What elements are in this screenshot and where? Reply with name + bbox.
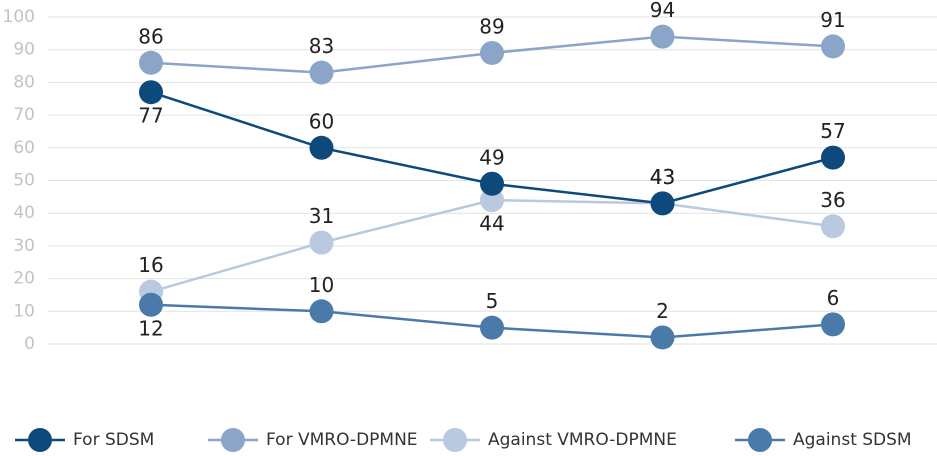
y-tick-label: 50: [13, 171, 35, 191]
point: [480, 171, 504, 196]
value-label: 57: [820, 119, 845, 143]
value-label: 77: [138, 104, 163, 128]
point: [139, 80, 163, 105]
point: [139, 50, 163, 75]
value-label: 89: [479, 14, 504, 38]
legend-label: For SDSM: [73, 430, 154, 450]
value-label: 12: [138, 316, 163, 340]
point: [480, 315, 504, 340]
value-label: 10: [309, 273, 334, 297]
value-label: 94: [650, 0, 675, 22]
point: [309, 135, 334, 160]
legend-label: Against VMRO-DPMNE: [488, 430, 677, 450]
point: [821, 214, 845, 239]
point: [309, 299, 334, 324]
legend-marker: [443, 428, 467, 452]
value-label: 43: [650, 165, 675, 189]
point: [139, 292, 163, 317]
point: [480, 40, 504, 65]
point: [309, 230, 334, 255]
legend-label: For VMRO-DPMNE: [266, 430, 418, 450]
y-tick-label: 80: [13, 72, 35, 92]
legend-label: Against SDSM: [793, 430, 912, 450]
value-label: 91: [820, 8, 845, 32]
point: [821, 145, 845, 170]
y-tick-label: 20: [13, 269, 35, 289]
y-tick-label: 100: [3, 7, 35, 27]
y-tick-label: 30: [13, 236, 35, 256]
point: [650, 191, 675, 216]
value-label: 2: [656, 299, 669, 323]
legend-marker: [221, 428, 245, 452]
value-label: 43: [650, 165, 675, 189]
point: [821, 312, 845, 337]
value-label: 5: [486, 289, 499, 313]
value-label: 86: [138, 24, 163, 48]
value-label: 16: [138, 253, 163, 277]
y-tick-label: 0: [24, 334, 35, 354]
value-label: 36: [820, 188, 845, 212]
y-tick-label: 60: [13, 138, 35, 158]
point: [650, 24, 675, 49]
value-label: 83: [309, 34, 334, 58]
y-tick-label: 10: [13, 301, 35, 321]
point: [309, 60, 334, 85]
legend-marker: [748, 428, 772, 452]
y-tick-label: 90: [13, 40, 35, 60]
value-label: 49: [479, 145, 504, 169]
value-label: 44: [479, 212, 504, 236]
legend-marker: [28, 428, 52, 452]
y-tick-label: 70: [13, 105, 35, 125]
value-label: 6: [827, 286, 840, 310]
y-tick-label: 40: [13, 203, 35, 223]
value-label: 60: [309, 109, 334, 133]
point: [650, 325, 675, 350]
point: [821, 34, 845, 59]
value-label: 31: [309, 204, 334, 228]
